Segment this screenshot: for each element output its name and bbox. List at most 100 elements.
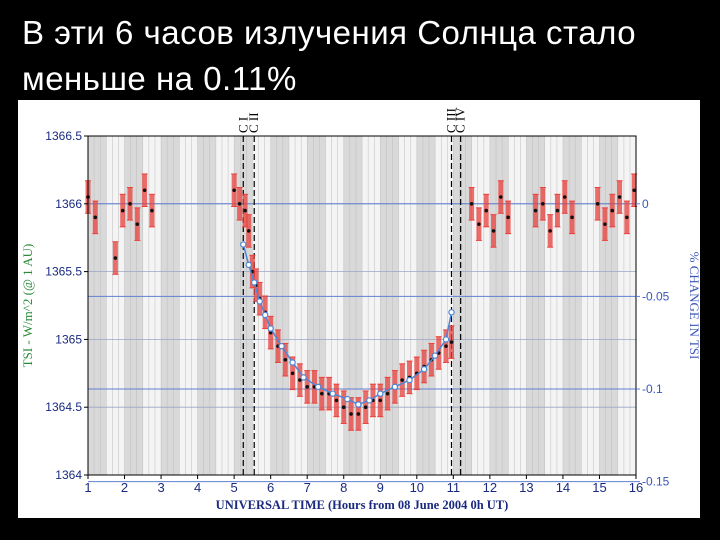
y-tick-label: 1365.5 [45, 265, 82, 279]
data-point [384, 376, 391, 411]
data-dot [499, 195, 503, 199]
x-tick-label: 14 [556, 480, 570, 495]
data-point [490, 214, 497, 248]
data-point [399, 363, 406, 397]
data-point [236, 187, 243, 221]
data-dot [150, 208, 154, 213]
data-point [333, 383, 340, 418]
data-dot [541, 202, 545, 206]
data-point [282, 342, 289, 377]
contact-label: C II [246, 112, 261, 133]
data-dot [243, 208, 247, 213]
background-band [599, 136, 618, 475]
y2-tick-label: -0.15 [642, 475, 670, 489]
data-dot [484, 208, 489, 213]
data-point [377, 383, 384, 418]
model-point [251, 279, 258, 286]
data-point [134, 207, 141, 241]
data-dot [237, 202, 242, 206]
x-tick-label: 9 [377, 480, 384, 495]
data-dot [378, 398, 383, 403]
model-point [366, 397, 373, 404]
x-axis-title: UNIVERSAL TIME (Hours from 08 June 2004 … [216, 498, 509, 512]
model-point [406, 376, 413, 384]
model-point [355, 401, 362, 408]
data-dot [298, 378, 302, 382]
plot-frame [87, 135, 637, 476]
data-dot [610, 208, 615, 213]
model-point [300, 374, 307, 381]
background-band [161, 136, 180, 475]
model-point [261, 311, 269, 319]
y2-axis-title: % CHANGE IN TSI [687, 252, 700, 360]
background-band [307, 136, 326, 475]
data-point [362, 390, 369, 424]
background-band [581, 136, 600, 475]
y2-tick-label: 0 [642, 197, 649, 211]
y-tick-label: 1366.5 [45, 129, 82, 143]
x-tick-label: 5 [231, 480, 238, 495]
model-point [391, 383, 399, 391]
y-tick-label: 1365 [55, 332, 82, 346]
data-dot [341, 405, 346, 410]
data-point [539, 187, 546, 221]
data-point [245, 214, 252, 248]
x-tick-label: 2 [121, 480, 128, 495]
data-point [547, 214, 554, 248]
x-tick-label: 7 [304, 480, 311, 495]
model-point [256, 298, 263, 305]
data-point [348, 397, 355, 431]
model-point [245, 261, 252, 269]
data-point [231, 173, 238, 208]
data-point [148, 193, 155, 228]
data-point [616, 180, 623, 214]
data-point [296, 363, 303, 397]
y-tick-label: 1364 [55, 468, 82, 482]
data-dot [469, 202, 474, 206]
background-band [197, 136, 216, 475]
data-dot [555, 208, 560, 213]
data-point [242, 193, 249, 228]
model-point [314, 383, 322, 391]
x-tick-label: 1 [84, 480, 91, 495]
background-band [179, 136, 198, 475]
data-point [267, 315, 274, 350]
data-dot [356, 412, 361, 416]
data-dot [93, 215, 98, 220]
data-dot [128, 202, 132, 206]
contact-label: C I [235, 117, 250, 133]
model-point [278, 342, 285, 350]
contact-label: C IV [453, 107, 468, 133]
background-band [544, 136, 563, 475]
data-dot [477, 222, 481, 226]
data-dot [283, 357, 288, 362]
data-dot [444, 344, 448, 348]
data-dot [449, 340, 454, 344]
data-point [448, 325, 455, 359]
data-dot [570, 215, 574, 220]
data-dot [246, 229, 251, 233]
model-point [240, 241, 247, 248]
data-point [594, 187, 601, 221]
background-band [106, 136, 125, 475]
data-dot [548, 229, 552, 233]
model-point [442, 336, 450, 343]
data-point [475, 207, 482, 241]
y-tick-label: 1366 [55, 197, 82, 211]
data-point [304, 370, 311, 404]
background-band [343, 136, 362, 475]
data-dot [320, 391, 324, 396]
background-band [398, 136, 417, 475]
data-point [119, 193, 126, 228]
data-point [141, 173, 148, 208]
data-dot [625, 215, 629, 220]
data-dot [617, 195, 622, 199]
data-dot [595, 202, 600, 206]
data-point [623, 200, 630, 235]
slide-title: В эти 6 часов излучения Солнца стало мен… [22, 14, 637, 97]
model-point [431, 352, 439, 359]
model-point [329, 390, 336, 397]
background-band [142, 136, 162, 475]
data-dot [232, 188, 236, 193]
